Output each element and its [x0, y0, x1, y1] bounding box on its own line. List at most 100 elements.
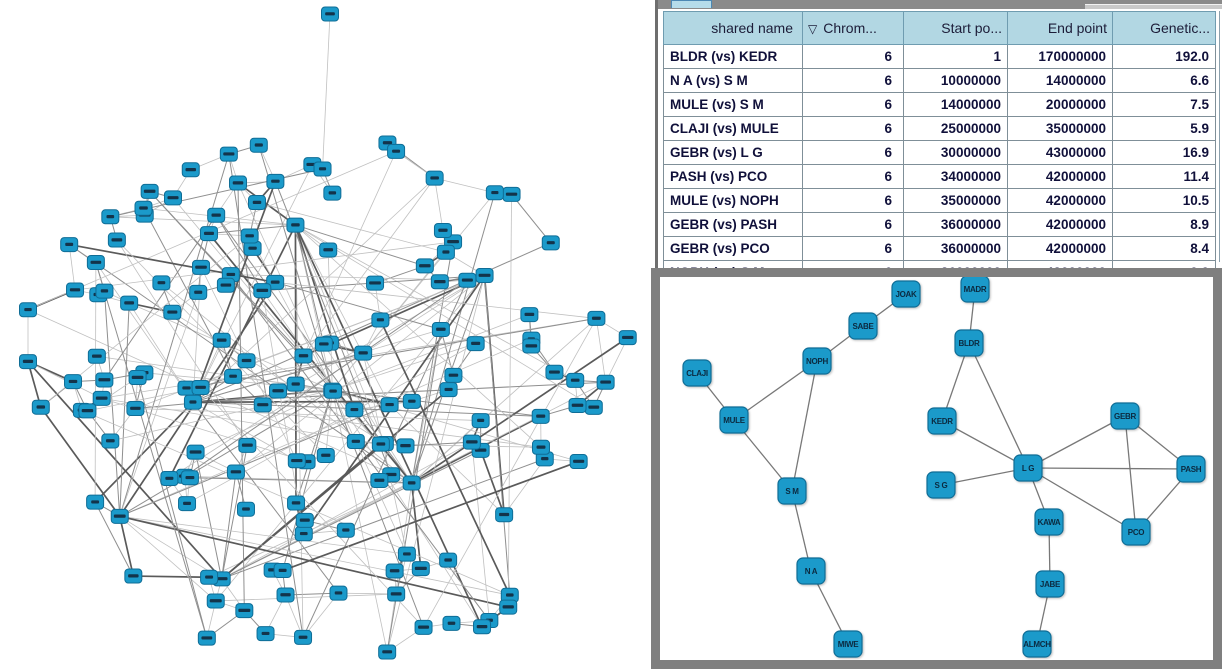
network-edge[interactable]	[379, 319, 511, 596]
table-cell[interactable]: MULE (vs) S M	[663, 92, 803, 117]
network-node[interactable]	[324, 383, 343, 399]
network-node[interactable]	[199, 226, 218, 242]
network-edge[interactable]	[221, 388, 450, 580]
network-edge[interactable]	[143, 207, 234, 377]
network-node[interactable]	[226, 464, 245, 480]
table-scrollbar-thumb[interactable]	[1085, 4, 1222, 9]
network-node[interactable]	[287, 453, 306, 469]
network-node[interactable]	[238, 437, 257, 453]
network-edge[interactable]	[103, 291, 121, 517]
table-row[interactable]: CLAJI (vs) MULE 6 25000000 35000000 5.9	[663, 116, 1216, 141]
table-row[interactable]: GEBR (vs) PCO 6 36000000 42000000 8.4	[663, 236, 1216, 261]
network-node[interactable]	[224, 368, 243, 384]
table-row[interactable]: PASH (vs) PCO 6 34000000 42000000 11.4	[663, 164, 1216, 189]
table-cell[interactable]: 42000000	[1007, 188, 1113, 213]
network-edge[interactable]	[1124, 415, 1137, 533]
table-cell[interactable]: 7.5	[1112, 92, 1216, 117]
table-cell[interactable]: 1	[903, 44, 1008, 69]
network-node[interactable]	[411, 561, 430, 577]
table-cell[interactable]: 36000000	[903, 236, 1008, 261]
network-edge[interactable]	[116, 239, 248, 446]
network-edge[interactable]	[172, 311, 386, 444]
network-node[interactable]	[378, 644, 397, 660]
network-edge[interactable]	[68, 244, 76, 291]
network-node[interactable]	[256, 626, 275, 642]
network-node[interactable]	[200, 569, 219, 585]
network-node[interactable]	[276, 587, 295, 603]
network-edge[interactable]	[119, 515, 510, 596]
table-cell[interactable]: 11.4	[1112, 164, 1216, 189]
network-node[interactable]	[370, 472, 389, 488]
network-edge[interactable]	[119, 516, 222, 580]
network-node[interactable]	[596, 374, 615, 390]
network-node[interactable]	[212, 332, 231, 348]
network-edge[interactable]	[332, 389, 541, 417]
network-edge[interactable]	[135, 408, 481, 421]
network-edge[interactable]	[119, 303, 130, 517]
network-node[interactable]	[197, 630, 216, 646]
network-edge[interactable]	[119, 292, 199, 517]
network-edge[interactable]	[303, 151, 397, 357]
network-node[interactable]	[442, 615, 461, 631]
network-edge[interactable]	[434, 177, 495, 194]
network-node[interactable]	[286, 376, 305, 392]
network-node[interactable]	[485, 185, 504, 201]
network-node[interactable]: PASH	[1176, 455, 1206, 483]
table-cell[interactable]: 16.9	[1112, 140, 1216, 165]
network-edge[interactable]	[295, 224, 425, 267]
network-edge[interactable]	[237, 183, 245, 611]
network-node[interactable]	[31, 399, 50, 415]
network-node[interactable]	[462, 434, 481, 450]
network-node[interactable]	[64, 374, 83, 390]
network-node[interactable]: NOPH	[802, 347, 832, 375]
network-node[interactable]	[181, 162, 200, 178]
table-cell[interactable]: 42000000	[1007, 164, 1113, 189]
network-edge[interactable]	[94, 401, 194, 503]
network-node[interactable]	[473, 619, 492, 635]
network-node[interactable]	[269, 383, 288, 399]
table-cell[interactable]: CLAJI (vs) MULE	[663, 116, 803, 141]
table-cell[interactable]: 6	[802, 140, 904, 165]
network-edge[interactable]	[237, 182, 408, 555]
network-node[interactable]	[387, 586, 406, 602]
network-edge[interactable]	[118, 516, 135, 577]
network-node[interactable]	[186, 444, 205, 460]
network-node[interactable]: JABE	[1035, 570, 1065, 598]
network-node[interactable]: CLAJI	[682, 359, 712, 387]
network-edge[interactable]	[27, 361, 223, 580]
network-node[interactable]: S M	[777, 477, 807, 505]
network-node[interactable]	[345, 402, 364, 418]
network-node[interactable]	[19, 302, 37, 318]
table-row[interactable]: MULE (vs) S M 6 14000000 20000000 7.5	[663, 92, 1216, 117]
network-edge[interactable]	[221, 471, 237, 579]
network-edge[interactable]	[95, 262, 208, 639]
network-node[interactable]	[444, 367, 463, 383]
table-cell[interactable]: 20000000	[1007, 92, 1113, 117]
network-node[interactable]	[191, 380, 210, 396]
network-node[interactable]	[95, 372, 114, 388]
table-cell[interactable]: 6	[802, 44, 904, 69]
column-header[interactable]: shared name	[663, 11, 803, 45]
network-node[interactable]	[95, 283, 114, 299]
overview-network-canvas[interactable]	[0, 0, 655, 669]
network-node[interactable]	[568, 397, 587, 413]
network-edge[interactable]	[192, 164, 313, 403]
network-edge[interactable]	[168, 224, 297, 479]
table-cell[interactable]: 43000000	[1007, 140, 1113, 165]
network-node[interactable]	[323, 185, 342, 201]
network-edge[interactable]	[184, 279, 468, 477]
network-edge[interactable]	[94, 501, 134, 577]
network-node[interactable]	[87, 348, 106, 364]
network-node[interactable]	[321, 6, 339, 22]
table-cell[interactable]: MULE (vs) NOPH	[663, 188, 803, 213]
network-edge[interactable]	[511, 194, 552, 244]
network-node[interactable]: KAWA	[1034, 508, 1064, 536]
network-node[interactable]	[107, 232, 126, 248]
network-node[interactable]	[78, 403, 97, 419]
network-edge[interactable]	[295, 224, 390, 405]
network-node[interactable]	[128, 370, 147, 386]
table-cell[interactable]: 30000000	[903, 140, 1008, 165]
network-node[interactable]	[319, 242, 338, 258]
network-node[interactable]	[531, 439, 550, 455]
network-node[interactable]	[192, 259, 211, 275]
